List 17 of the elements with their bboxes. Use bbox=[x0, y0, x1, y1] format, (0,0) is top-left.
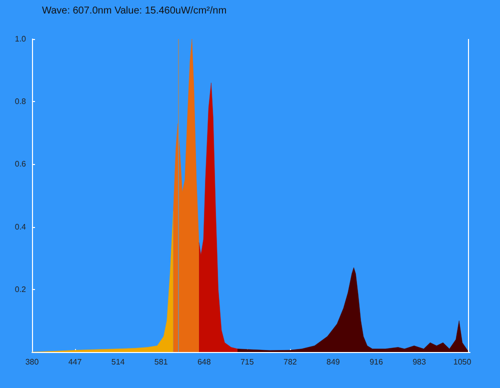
x-tick-label: 715 bbox=[240, 358, 254, 366]
x-tick-label: 648 bbox=[197, 358, 212, 366]
x-tick-label: 380 bbox=[25, 358, 40, 366]
x-tick-label: 983 bbox=[412, 358, 426, 366]
y-tick-label: 0.2 bbox=[14, 284, 27, 294]
x-tick-label: 916 bbox=[370, 358, 384, 366]
x-tick-label: 581 bbox=[154, 358, 168, 366]
x-tick-label: 1050 bbox=[453, 358, 472, 366]
x-tick-label: 447 bbox=[68, 358, 82, 366]
x-tick-label: 514 bbox=[111, 358, 126, 366]
text: Wave: 607.0nm Value: 15.460uW/cm²/nm bbox=[42, 6, 227, 16]
x-tick-label: 849 bbox=[326, 358, 340, 366]
y-tick-label: 0.8 bbox=[14, 97, 27, 106]
y-tick-label: 0.6 bbox=[14, 160, 27, 169]
x-tick-label: 782 bbox=[283, 358, 298, 366]
y-tick-label: 0.4 bbox=[14, 222, 27, 232]
y-tick-label: 1.0 bbox=[14, 34, 27, 44]
